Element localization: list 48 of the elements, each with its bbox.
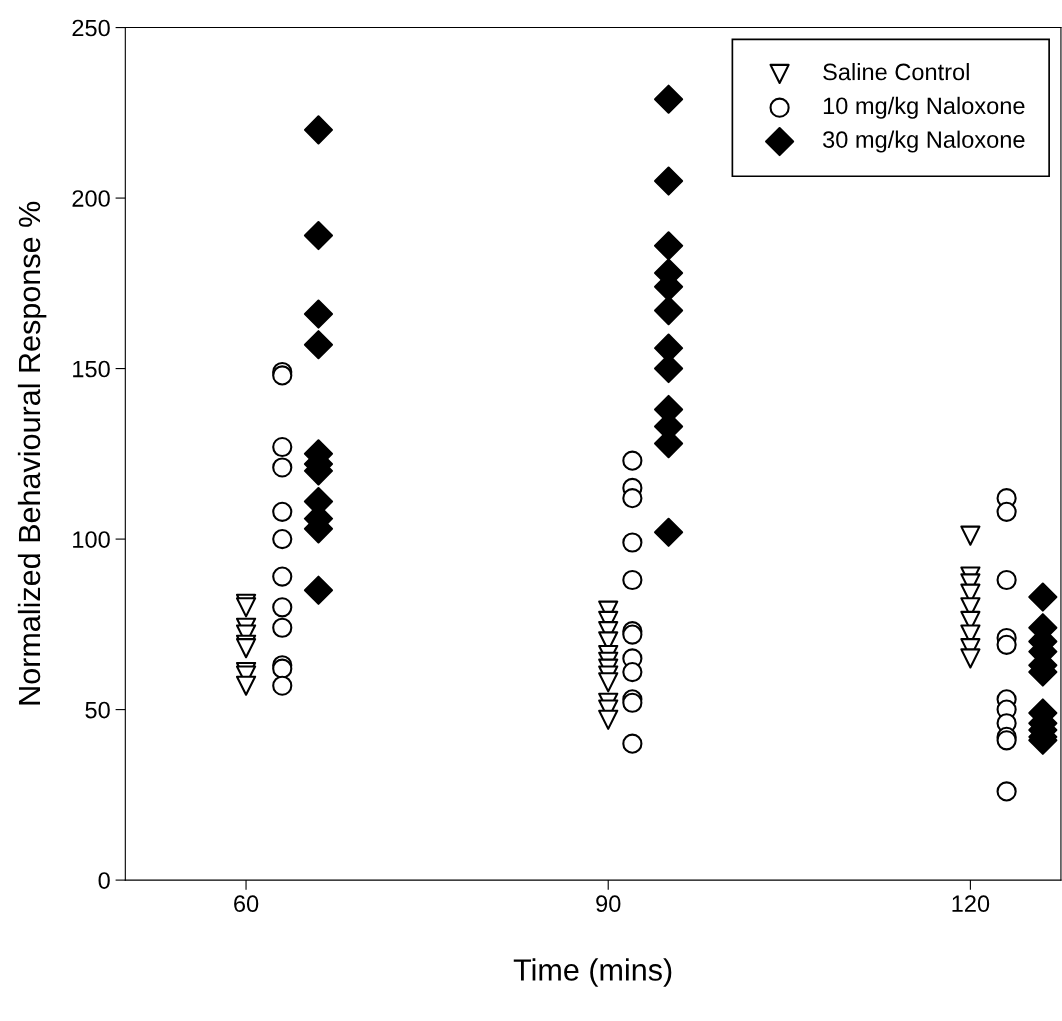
- point: [960, 525, 981, 546]
- legend-label: Saline Control: [823, 62, 969, 81]
- point: [654, 517, 684, 547]
- legend-label: 10 mg/kg Naloxone: [823, 96, 1025, 119]
- legend-label: 30 mg/kg Naloxone: [823, 130, 1025, 153]
- point: [303, 221, 334, 251]
- point: [303, 299, 334, 329]
- point: [272, 528, 293, 550]
- y-tick-label: 250: [72, 19, 110, 37]
- point: [303, 575, 334, 605]
- point: [654, 231, 684, 261]
- x-tick-label: 60: [234, 895, 259, 913]
- y-tick-label: 0: [98, 872, 110, 889]
- point: [622, 488, 643, 509]
- point: [272, 597, 293, 618]
- point: [272, 457, 293, 478]
- point: [235, 675, 257, 696]
- point: [272, 436, 293, 458]
- y-tick-label: 100: [73, 531, 110, 548]
- point: [622, 450, 643, 471]
- point: [272, 501, 293, 522]
- point: [1028, 582, 1058, 612]
- point: [622, 733, 643, 754]
- y-tick-label: 150: [73, 360, 110, 378]
- point: [996, 501, 1017, 522]
- x-tick-label: 90: [596, 895, 621, 913]
- point: [622, 661, 643, 683]
- point: [960, 648, 981, 669]
- x-axis-title: Time (mins): [513, 958, 672, 987]
- point: [654, 84, 684, 114]
- point: [303, 330, 334, 360]
- x-tick-label: 120: [952, 895, 990, 913]
- point: [654, 166, 684, 196]
- y-tick-label: 50: [85, 701, 110, 719]
- point: [272, 675, 293, 696]
- point: [622, 532, 643, 553]
- point: [996, 634, 1017, 655]
- point: [996, 569, 1017, 591]
- point: [598, 672, 619, 693]
- y-axis-title: Normalized Behavioural Response %: [17, 201, 47, 705]
- point: [303, 115, 334, 145]
- y-tick-label: 200: [72, 190, 110, 207]
- point: [996, 781, 1017, 802]
- point: [272, 566, 293, 587]
- point: [622, 569, 643, 591]
- point: [272, 617, 293, 638]
- point: [598, 709, 619, 730]
- point: [654, 296, 684, 326]
